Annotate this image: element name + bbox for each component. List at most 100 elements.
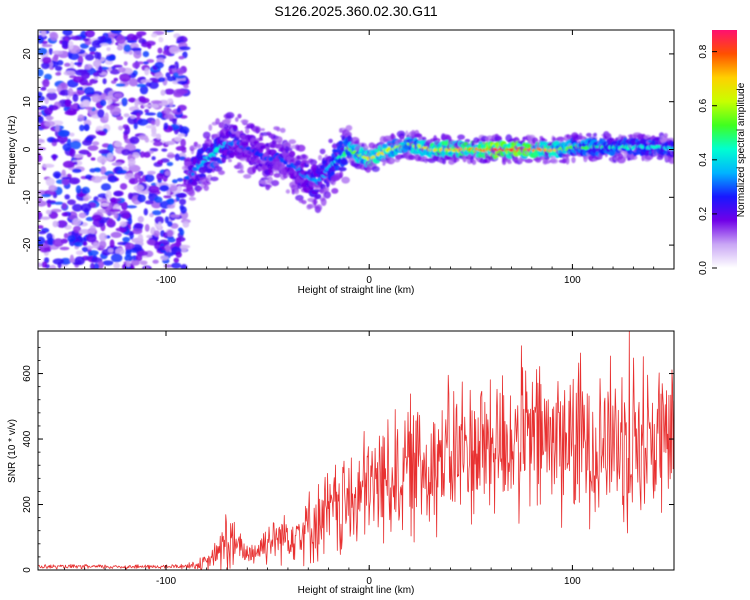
spectrogram-noise-cell: [174, 136, 183, 142]
spectrogram-halo-cell: [464, 138, 471, 143]
spectrogram-marks: [38, 30, 674, 269]
spectrogram-halo-cell: [240, 119, 249, 124]
spectrogram-halo-cell: [541, 137, 545, 143]
spectrogram-noise-cell: [154, 61, 164, 69]
spectrogram-noise-cell: [91, 214, 103, 222]
spectrogram-noise-cell: [110, 231, 122, 238]
spectrogram-noise-cell: [72, 154, 84, 158]
spectrogram-halo-cell: [328, 138, 333, 144]
spectrogram-noise-cell: [178, 55, 185, 60]
spectrogram-band-cell: [338, 167, 347, 172]
spectrogram-noise-cell: [91, 94, 101, 103]
spectrogram-ridge-cell: [190, 172, 195, 177]
spectrogram-noise-cell: [97, 198, 108, 202]
spectrogram-noise-cell: [100, 183, 112, 191]
spectrogram-noise-cell: [38, 138, 44, 143]
spectrogram-noise-cell: [151, 210, 162, 216]
spectrogram-noise-cell: [133, 122, 138, 130]
spectrogram-noise-cell: [149, 148, 159, 152]
spectrogram-noise-cell: [92, 72, 100, 77]
spectrogram-halo-cell: [471, 155, 475, 160]
spectrogram-noise-cell: [88, 46, 97, 53]
spectrogram-noise-cell: [38, 236, 46, 245]
spectrogram-noise-cell: [143, 104, 154, 108]
spectrogram-noise-cell: [52, 50, 64, 55]
spectrogram-noise-cell: [45, 209, 52, 215]
spectrogram-band-cell: [183, 161, 193, 167]
spectrogram-noise-cell: [45, 200, 57, 204]
colorbar: 0.0 0.2 0.4 0.6 0.8 Normalized spectral ampl…: [698, 30, 747, 275]
spectrogram-halo-cell: [203, 185, 209, 191]
spectrogram-noise-cell: [56, 85, 63, 93]
spectrogram-noise-cell: [41, 193, 52, 198]
spectrogram-noise-cell: [136, 113, 141, 118]
spectrogram-noise-cell: [48, 211, 58, 219]
spectrogram-noise-cell: [146, 239, 156, 245]
spectrogram-noise-cell: [62, 160, 75, 168]
spectrogram-halo-cell: [363, 145, 369, 151]
spectrogram-x-label: Height of straight line (km): [298, 285, 415, 296]
spectrogram-noise-cell: [173, 257, 180, 263]
spectrogram-noise-cell: [85, 30, 95, 38]
spectrogram-noise-cell: [81, 82, 93, 86]
spectrogram-noise-cell: [48, 47, 53, 55]
spectrogram-y-tick-label: -10: [22, 190, 33, 205]
spectrogram-halo-cell: [210, 176, 219, 182]
spectrogram-noise-cell: [164, 216, 169, 224]
spectrogram-noise-cell: [94, 168, 102, 173]
spectrogram-noise-cell: [164, 113, 175, 120]
spectrogram-x-tick-label: 0: [366, 275, 372, 286]
spectrogram-noise-cell: [49, 264, 57, 269]
spectrogram-noise-cell: [92, 141, 100, 146]
spectrogram-noise-cell: [96, 155, 108, 164]
spectrogram-halo-cell: [400, 135, 405, 139]
spectrogram-noise-cell: [38, 230, 47, 235]
spectrogram-y-axis: -20 -10 0 10 20: [22, 29, 674, 270]
spectrogram-noise-cell: [123, 61, 128, 66]
spectrogram-noise-cell: [48, 185, 57, 192]
spectrogram-noise-cell: [79, 229, 91, 235]
spectrogram-noise-cell: [44, 120, 55, 127]
spectrogram-noise-cell: [164, 170, 170, 176]
spectrogram-noise-cell: [59, 89, 71, 96]
spectrogram-noise-cell: [71, 104, 78, 109]
spectrogram-noise-cell: [183, 84, 189, 89]
spectrogram-noise-cell: [41, 44, 53, 48]
spectrogram-noise-cell: [116, 45, 124, 51]
spectrogram-halo-cell: [565, 156, 570, 165]
spectrogram-noise-cell: [55, 124, 60, 132]
spectrogram-noise-cell: [80, 30, 87, 39]
snr-y-axis: 0 200 400 600: [22, 346, 674, 573]
spectrogram-halo-cell: [339, 171, 344, 179]
spectrogram-halo-cell: [631, 155, 638, 160]
spectrogram-noise-cell: [180, 138, 186, 148]
spectrogram-noise-cell: [163, 252, 174, 257]
spectrogram-halo-cell: [507, 160, 512, 164]
spectrogram-halo-cell: [457, 134, 465, 140]
spectrogram-noise-cell: [144, 137, 150, 143]
spectrogram-noise-cell: [79, 124, 85, 132]
spectrogram-noise-cell: [122, 213, 130, 219]
spectrogram-noise-cell: [80, 203, 92, 212]
snr-x-axis: -100 0 100: [64, 331, 675, 587]
spectrogram-noise-cell: [157, 159, 164, 165]
spectrogram-halo-cell: [237, 162, 242, 166]
spectrogram-noise-cell: [63, 70, 76, 76]
spectrogram-noise-cell: [172, 179, 178, 184]
spectrogram-noise-cell: [61, 212, 69, 217]
spectrogram-noise-cell: [124, 125, 131, 135]
spectrogram-noise-cell: [176, 107, 181, 113]
spectrogram-noise-cell: [72, 218, 82, 226]
spectrogram-noise-cell: [133, 200, 140, 205]
spectrogram-halo-cell: [296, 144, 306, 152]
spectrogram-noise-cell: [126, 205, 137, 209]
spectrogram-noise-cell: [164, 141, 176, 145]
spectrogram-noise-cell: [177, 80, 189, 85]
spectrogram-noise-cell: [46, 88, 57, 94]
spectrogram-noise-cell: [38, 91, 43, 97]
spectrogram-noise-cell: [72, 168, 82, 173]
spectrogram-noise-cell: [38, 36, 44, 44]
spectrogram-noise-cell: [113, 191, 123, 197]
spectrogram-noise-cell: [178, 46, 191, 51]
